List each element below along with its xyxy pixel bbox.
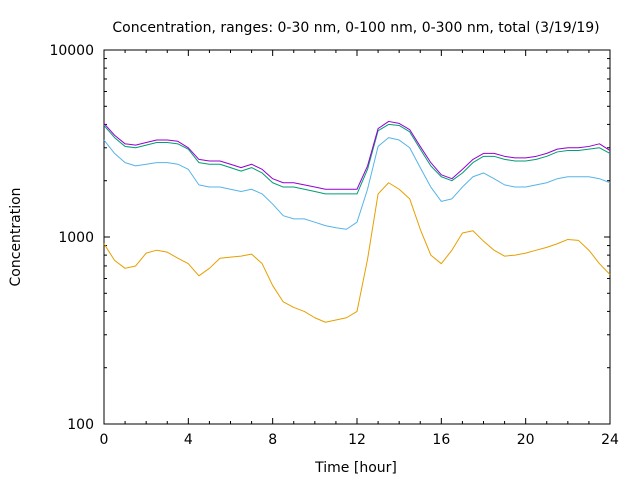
series-line-2 [103, 123, 611, 195]
y-tick-label: 1000 [58, 230, 94, 246]
series-line-4 [103, 182, 611, 323]
x-axis-label: Time [hour] [314, 460, 397, 476]
x-tick-label: 24 [601, 432, 619, 448]
plot-area [103, 49, 611, 425]
y-axis: 100 1000 10000 [49, 43, 610, 433]
series-line-3 [103, 137, 611, 230]
series-layer [103, 120, 611, 323]
y-tick-label: 100 [67, 417, 94, 433]
chart-title: Concentration, ranges: 0-30 nm, 0-100 nm… [112, 20, 599, 36]
x-tick-label: 8 [268, 432, 277, 448]
series-line-1 [103, 120, 611, 190]
x-tick-label: 12 [348, 432, 366, 448]
x-tick-label: 16 [432, 432, 450, 448]
y-tick-label: 10000 [49, 43, 94, 59]
y-axis-label: Concentration [8, 187, 24, 286]
x-tick-label: 0 [100, 432, 109, 448]
x-tick-label: 20 [517, 432, 535, 448]
x-tick-label: 4 [184, 432, 193, 448]
x-axis: 0 4 8 12 16 20 24 [100, 50, 619, 448]
